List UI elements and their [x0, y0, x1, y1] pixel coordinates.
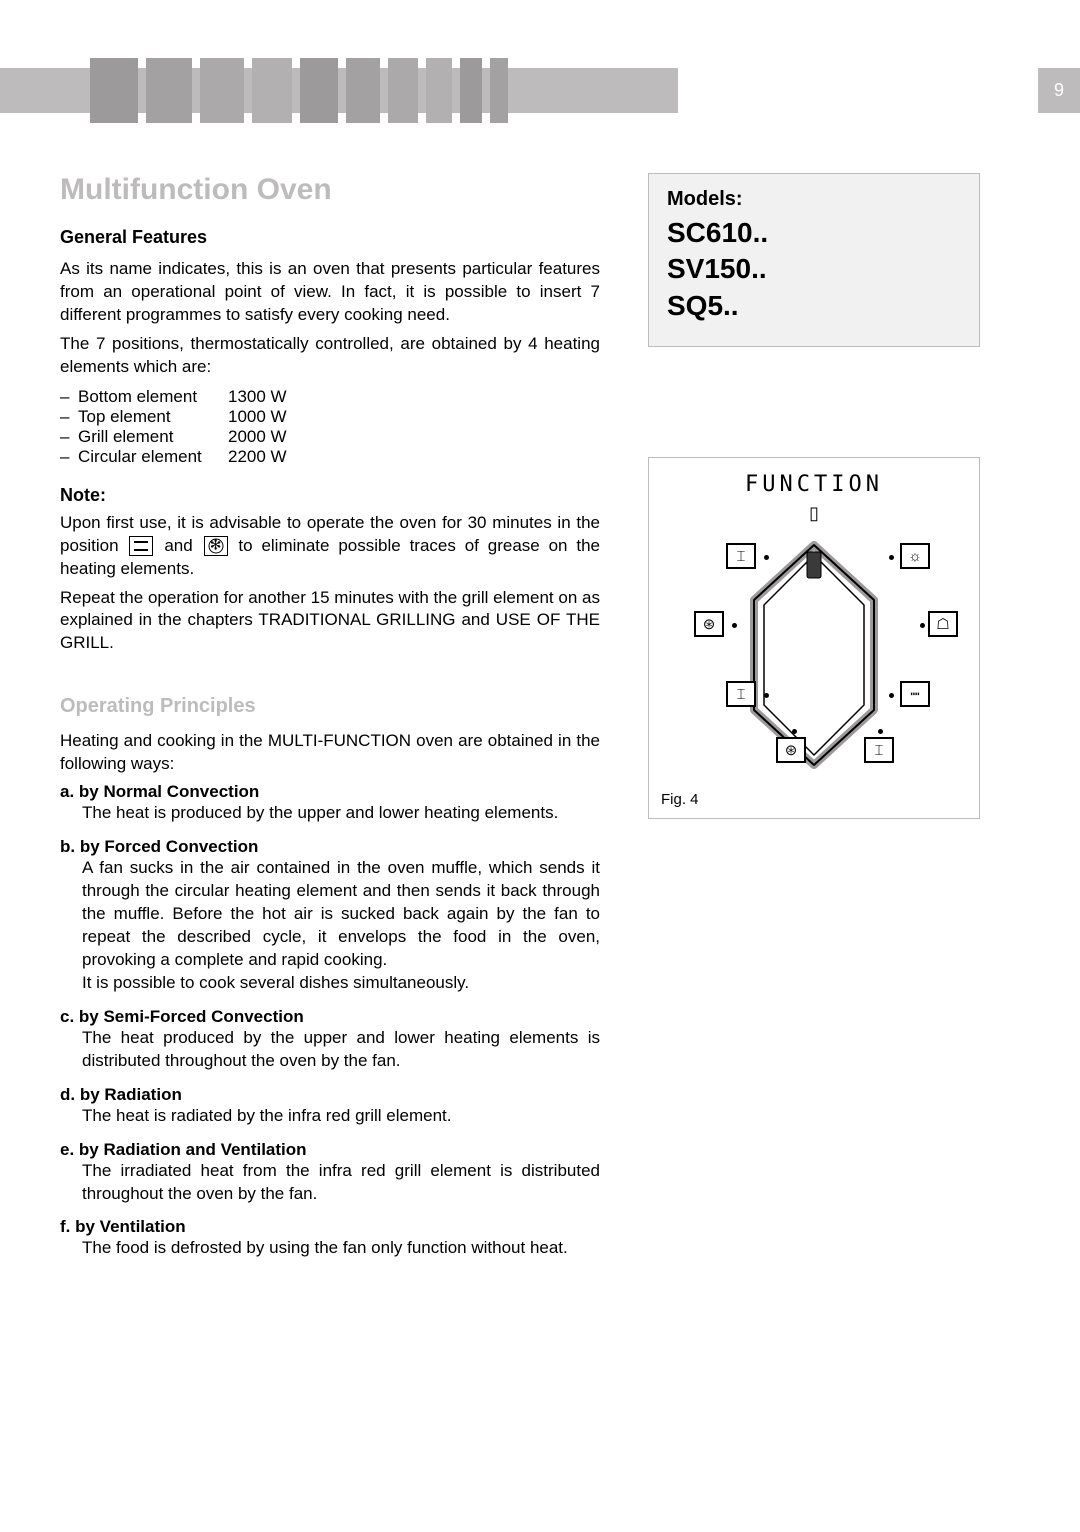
principles-list: a. by Normal ConvectionThe heat is produ… — [60, 782, 600, 1260]
principle-item: d. by RadiationThe heat is radiated by t… — [60, 1085, 600, 1128]
note-block: Note: Upon first use, it is advisable to… — [60, 485, 600, 656]
principle-title: b. by Forced Convection — [60, 837, 600, 857]
principle-item: c. by Semi-Forced ConvectionThe heat pro… — [60, 1007, 600, 1073]
elements-table: –Bottom element1300 W–Top element1000 W–… — [60, 387, 600, 467]
principle-title: e. by Radiation and Ventilation — [60, 1140, 600, 1160]
top-bottom-icon: ☖ — [928, 611, 958, 637]
element-label: Grill element — [78, 427, 228, 447]
bottom-heat-icon: ┉ — [900, 681, 930, 707]
figure-label: Fig. 4 — [661, 791, 967, 808]
header-bar-short — [200, 58, 244, 123]
grill-icon: ⌶ — [864, 737, 894, 763]
principle-item: e. by Radiation and VentilationThe irrad… — [60, 1140, 600, 1206]
element-value: 2200 W — [228, 447, 287, 467]
function-title: FUNCTION — [661, 472, 967, 497]
model-name: SC610.. — [667, 215, 961, 251]
header-bar-short — [426, 58, 452, 123]
element-row: –Bottom element1300 W — [60, 387, 600, 407]
principle-item: b. by Forced ConvectionA fan sucks in th… — [60, 837, 600, 995]
principle-title: f. by Ventilation — [60, 1217, 600, 1237]
page-title: Multifunction Oven — [60, 173, 600, 207]
page: 9 Multifunction Oven General Features As… — [0, 58, 1080, 1472]
element-value: 2000 W — [228, 427, 287, 447]
header-bar-short — [90, 58, 138, 123]
note-text-b: and — [164, 536, 192, 555]
element-label: Bottom element — [78, 387, 228, 407]
note-heading: Note: — [60, 485, 600, 506]
principle-body: The food is defrosted by using the fan o… — [60, 1237, 600, 1260]
left-column: Multifunction Oven General Features As i… — [60, 173, 600, 1272]
operating-principles-heading: Operating Principles — [60, 695, 600, 718]
grill-fan-icon: ⌶ — [726, 681, 756, 707]
principle-item: f. by VentilationThe food is defrosted b… — [60, 1217, 600, 1260]
principle-title: a. by Normal Convection — [60, 782, 600, 802]
models-box: Models: SC610..SV150..SQ5.. — [648, 173, 980, 347]
principle-body: The heat is radiated by the infra red gr… — [60, 1105, 600, 1128]
principle-title: d. by Radiation — [60, 1085, 600, 1105]
header-bar-short — [460, 58, 482, 123]
header-bar-short — [146, 58, 192, 123]
principle-item: a. by Normal ConvectionThe heat is produ… — [60, 782, 600, 825]
element-row: –Circular element2200 W — [60, 447, 600, 467]
note-para2: Repeat the operation for another 15 minu… — [60, 587, 600, 656]
dial-area: ▯ ⌶☼⊛☖⌶┉⊛⌶ — [684, 525, 944, 785]
header-bar-short — [490, 58, 508, 123]
element-value: 1000 W — [228, 407, 287, 427]
header-decoration: 9 — [0, 58, 1080, 123]
dial-svg — [739, 540, 889, 770]
dial-dot — [889, 555, 894, 560]
content-area: Multifunction Oven General Features As i… — [0, 123, 1080, 1272]
fan-only-icon: ⊛ — [776, 737, 806, 763]
header-bar-short — [252, 58, 292, 123]
principle-body: The heat produced by the upper and lower… — [60, 1027, 600, 1073]
operating-principles-intro: Heating and cooking in the MULTI-FUNCTIO… — [60, 730, 600, 776]
general-features-para2: The 7 positions, thermostatically contro… — [60, 333, 600, 379]
function-diagram: FUNCTION ▯ ⌶ ☼ ⊛ ☖ ⌶ ┉ ⊛ ⌶ Fig. 4 — [648, 457, 980, 819]
header-bar-short — [388, 58, 418, 123]
note-para1: Upon first use, it is advisable to opera… — [60, 512, 600, 581]
header-bar-short — [300, 58, 338, 123]
page-number: 9 — [1038, 68, 1080, 113]
right-column: Models: SC610..SV150..SQ5.. FUNCTION ▯ ⌶… — [648, 173, 980, 1272]
element-value: 1300 W — [228, 387, 287, 407]
dial-dot — [920, 623, 925, 628]
header-bar-short — [346, 58, 380, 123]
model-name: SQ5.. — [667, 288, 961, 324]
principle-body: The heat is produced by the upper and lo… — [60, 802, 600, 825]
element-row: –Grill element2000 W — [60, 427, 600, 447]
dial-top-indicator: ▯ — [809, 503, 819, 524]
dial-dot — [889, 693, 894, 698]
element-label: Top element — [78, 407, 228, 427]
grill-fan-top-icon: ⌶ — [726, 543, 756, 569]
principle-title: c. by Semi-Forced Convection — [60, 1007, 600, 1027]
dial-dot — [732, 623, 737, 628]
element-row: –Top element1000 W — [60, 407, 600, 427]
principle-body: A fan sucks in the air contained in the … — [60, 857, 600, 995]
models-label: Models: — [667, 188, 961, 211]
principle-body: The irradiated heat from the infra red g… — [60, 1160, 600, 1206]
both-elements-icon — [129, 536, 153, 556]
general-features-para1: As its name indicates, this is an oven t… — [60, 258, 600, 327]
element-label: Circular element — [78, 447, 228, 467]
general-features-heading: General Features — [60, 227, 600, 248]
model-name: SV150.. — [667, 251, 961, 287]
light-icon: ☼ — [900, 543, 930, 569]
fan-icon — [204, 536, 228, 556]
fan-circle-icon: ⊛ — [694, 611, 724, 637]
